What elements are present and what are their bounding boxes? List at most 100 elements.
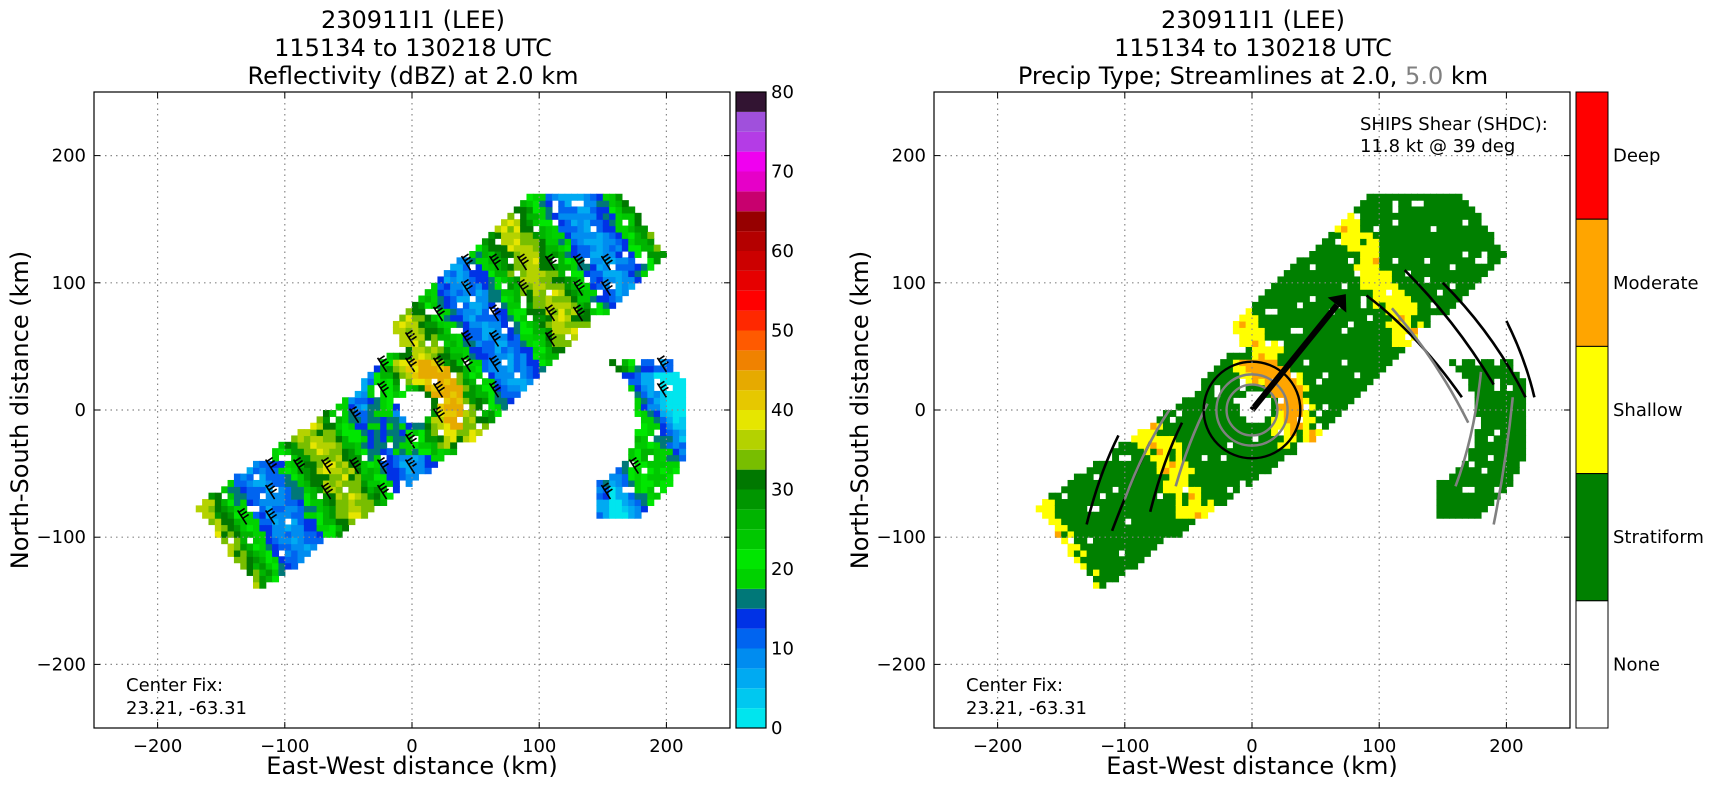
reflectivity-cell <box>558 327 566 335</box>
reflectivity-cell <box>316 467 324 475</box>
reflectivity-cell <box>539 238 547 246</box>
precip-type-cell <box>1124 543 1132 551</box>
reflectivity-cell <box>653 422 661 430</box>
precip-type-cell <box>1093 524 1100 532</box>
precip-type-cell <box>1391 346 1399 354</box>
colorbar-bin <box>736 648 766 669</box>
panel2-x-axis-label: East-West distance (km) <box>1106 752 1397 780</box>
reflectivity-cell <box>564 238 572 246</box>
reflectivity-cell <box>539 340 547 347</box>
precip-type-cell <box>1309 410 1317 417</box>
reflectivity-cell <box>412 327 419 335</box>
precip-type-cell <box>1423 231 1431 239</box>
precip-type-cell <box>1512 435 1520 443</box>
reflectivity-cell <box>551 225 559 233</box>
precip-type-cell <box>1321 257 1329 265</box>
precip-type-cell <box>1474 473 1482 481</box>
precip-type-cell <box>1474 225 1482 233</box>
precip-type-cell <box>1207 410 1215 417</box>
precip-type-cell <box>1232 454 1240 462</box>
reflectivity-cell <box>310 537 318 545</box>
reflectivity-cell <box>443 346 451 354</box>
reflectivity-cell <box>653 467 661 475</box>
reflectivity-cell <box>214 499 222 506</box>
precip-type-cell <box>1302 346 1310 354</box>
reflectivity-cell <box>666 403 674 411</box>
precip-type-cell <box>1086 499 1094 506</box>
reflectivity-cell <box>380 473 388 481</box>
precip-type-cell <box>1506 390 1514 398</box>
reflectivity-cell <box>545 320 553 328</box>
precip-type-cell <box>1220 410 1228 417</box>
precip-type-cell <box>1048 492 1056 500</box>
precip-type-cell <box>1182 422 1189 430</box>
reflectivity-cell <box>246 479 254 487</box>
reflectivity-cell <box>647 244 655 252</box>
reflectivity-cell <box>272 537 280 545</box>
reflectivity-cell <box>443 378 451 386</box>
precip-type-cell <box>1099 518 1107 526</box>
precip-type-cell <box>1474 403 1482 411</box>
reflectivity-cell <box>354 492 362 500</box>
reflectivity-cell <box>494 225 502 233</box>
reflectivity-cell <box>520 352 528 360</box>
reflectivity-cell <box>513 333 521 341</box>
precip-type-cell <box>1442 257 1450 265</box>
precip-type-cell <box>1372 365 1380 373</box>
reflectivity-cell <box>361 422 369 430</box>
precip-type-cell <box>1315 371 1323 379</box>
reflectivity-cell <box>526 276 534 284</box>
precip-type-cell <box>1347 238 1355 246</box>
precip-type-cell <box>1226 410 1234 417</box>
reflectivity-cell <box>628 384 636 392</box>
reflectivity-cell <box>602 276 610 284</box>
reflectivity-cell <box>354 505 362 513</box>
panel2-title-suffix: km <box>1443 62 1488 90</box>
reflectivity-cell <box>571 327 578 335</box>
reflectivity-cell <box>666 397 674 405</box>
precip-type-cell <box>1239 467 1247 475</box>
reflectivity-cell <box>475 270 483 278</box>
precip-type-cell <box>1290 320 1298 328</box>
precip-type-cell <box>1487 251 1495 258</box>
reflectivity-cell <box>240 473 248 481</box>
precip-type-cell <box>1353 314 1361 322</box>
reflectivity-cell <box>443 295 451 303</box>
reflectivity-cell <box>399 473 407 481</box>
reflectivity-cell <box>602 200 610 208</box>
precip-type-cell <box>1411 219 1418 227</box>
reflectivity-cell <box>513 257 521 265</box>
precip-type-cell <box>1226 422 1234 430</box>
precip-type-cell <box>1271 301 1279 309</box>
reflectivity-cell <box>513 340 521 347</box>
precip-type-cell <box>1105 511 1113 519</box>
reflectivity-cell <box>513 263 521 271</box>
reflectivity-cell <box>291 448 299 456</box>
precip-type-cell <box>1080 562 1088 570</box>
precip-type-cell <box>1207 505 1215 513</box>
precip-type-cell <box>1156 441 1164 449</box>
reflectivity-cell <box>354 429 362 437</box>
precip-type-cell <box>1341 352 1348 360</box>
reflectivity-cell <box>399 435 407 443</box>
reflectivity-cell <box>494 410 502 417</box>
reflectivity-cell <box>481 359 489 367</box>
reflectivity-cell <box>520 314 528 322</box>
precip-type-cell <box>1277 327 1285 335</box>
reflectivity-cell <box>513 295 521 303</box>
reflectivity-cell <box>532 308 540 316</box>
reflectivity-cell <box>278 473 286 481</box>
precip-type-cell <box>1290 295 1298 303</box>
colorbar-bin <box>736 211 766 232</box>
reflectivity-cell <box>558 289 566 297</box>
precip-type-cell <box>1220 359 1228 367</box>
precip-type-cell <box>1232 320 1240 328</box>
precip-type-cell <box>1194 390 1202 398</box>
precip-type-cell <box>1188 403 1196 411</box>
precip-type-cell <box>1493 492 1501 500</box>
reflectivity-cell <box>443 333 451 341</box>
precip-type-cell <box>1341 251 1348 258</box>
precip-type-cell <box>1143 486 1151 494</box>
precip-type-cell <box>1474 231 1482 239</box>
reflectivity-cell <box>214 530 222 538</box>
